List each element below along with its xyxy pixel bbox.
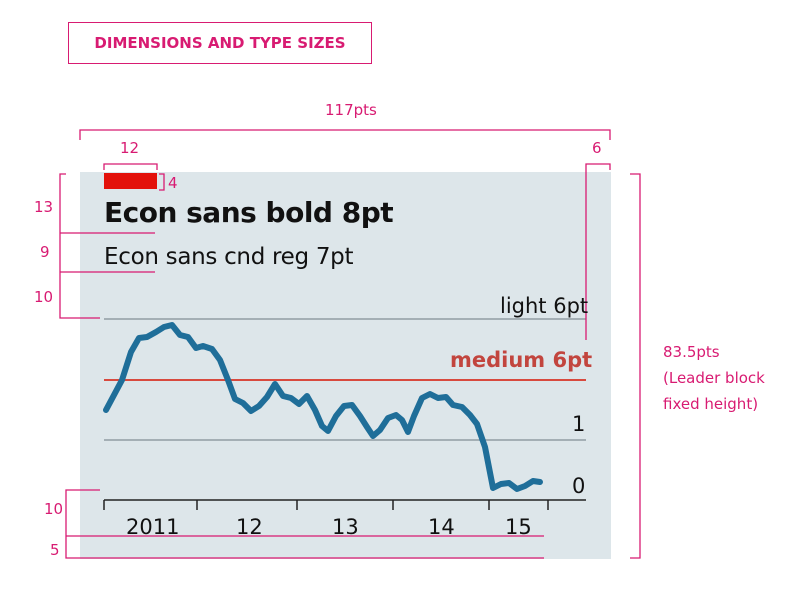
sample-subtitle: Econ sans cnd reg 7pt <box>104 244 354 270</box>
gridline-label-1: 1 <box>572 412 586 436</box>
x-tick-label-12: 12 <box>236 515 263 539</box>
annotation-total-width: 117pts <box>325 101 377 119</box>
section-label: DIMENSIONS AND TYPE SIZES <box>68 22 372 64</box>
x-tick-label-15: 15 <box>505 515 532 539</box>
annotation-subtitle-spacing: 9 <box>40 243 50 261</box>
right-margin-bracket <box>585 163 611 170</box>
series-line <box>103 322 543 492</box>
width-bracket <box>79 129 611 140</box>
left-bracket-top <box>59 173 100 319</box>
x-tick-label-2011: 2011 <box>126 515 180 539</box>
leader-red-bar <box>104 173 157 189</box>
bar-width-bracket <box>103 163 158 170</box>
gridline-label-medium: medium 6pt <box>450 348 593 372</box>
gridline-label-0: 0 <box>572 474 586 498</box>
x-tick-label-14: 14 <box>428 515 455 539</box>
annotation-bar-height: 4 <box>168 174 178 192</box>
chart-panel <box>80 172 611 559</box>
x-tick-label-13: 13 <box>332 515 359 539</box>
bar-height-bracket <box>159 173 165 191</box>
sample-title: Econ sans bold 8pt <box>104 196 394 229</box>
annotation-height-2: (Leader block <box>663 369 765 387</box>
annotation-right-margin: 6 <box>592 139 602 157</box>
annotation-height-1: 83.5pts <box>663 343 720 361</box>
annotation-height-3: fixed height) <box>663 395 759 413</box>
annotation-bottom-spacing: 5 <box>50 541 60 559</box>
annotation-chart-spacing: 10 <box>34 288 54 306</box>
gridline-label-light: light 6pt <box>500 294 589 318</box>
left-bracket-bottom <box>65 489 544 559</box>
annotation-bar-width: 12 <box>120 139 140 157</box>
height-bracket <box>630 173 641 559</box>
annotation-axis-spacing: 10 <box>44 500 64 518</box>
annotation-title-spacing: 13 <box>34 198 54 216</box>
x-ticks <box>103 500 549 510</box>
